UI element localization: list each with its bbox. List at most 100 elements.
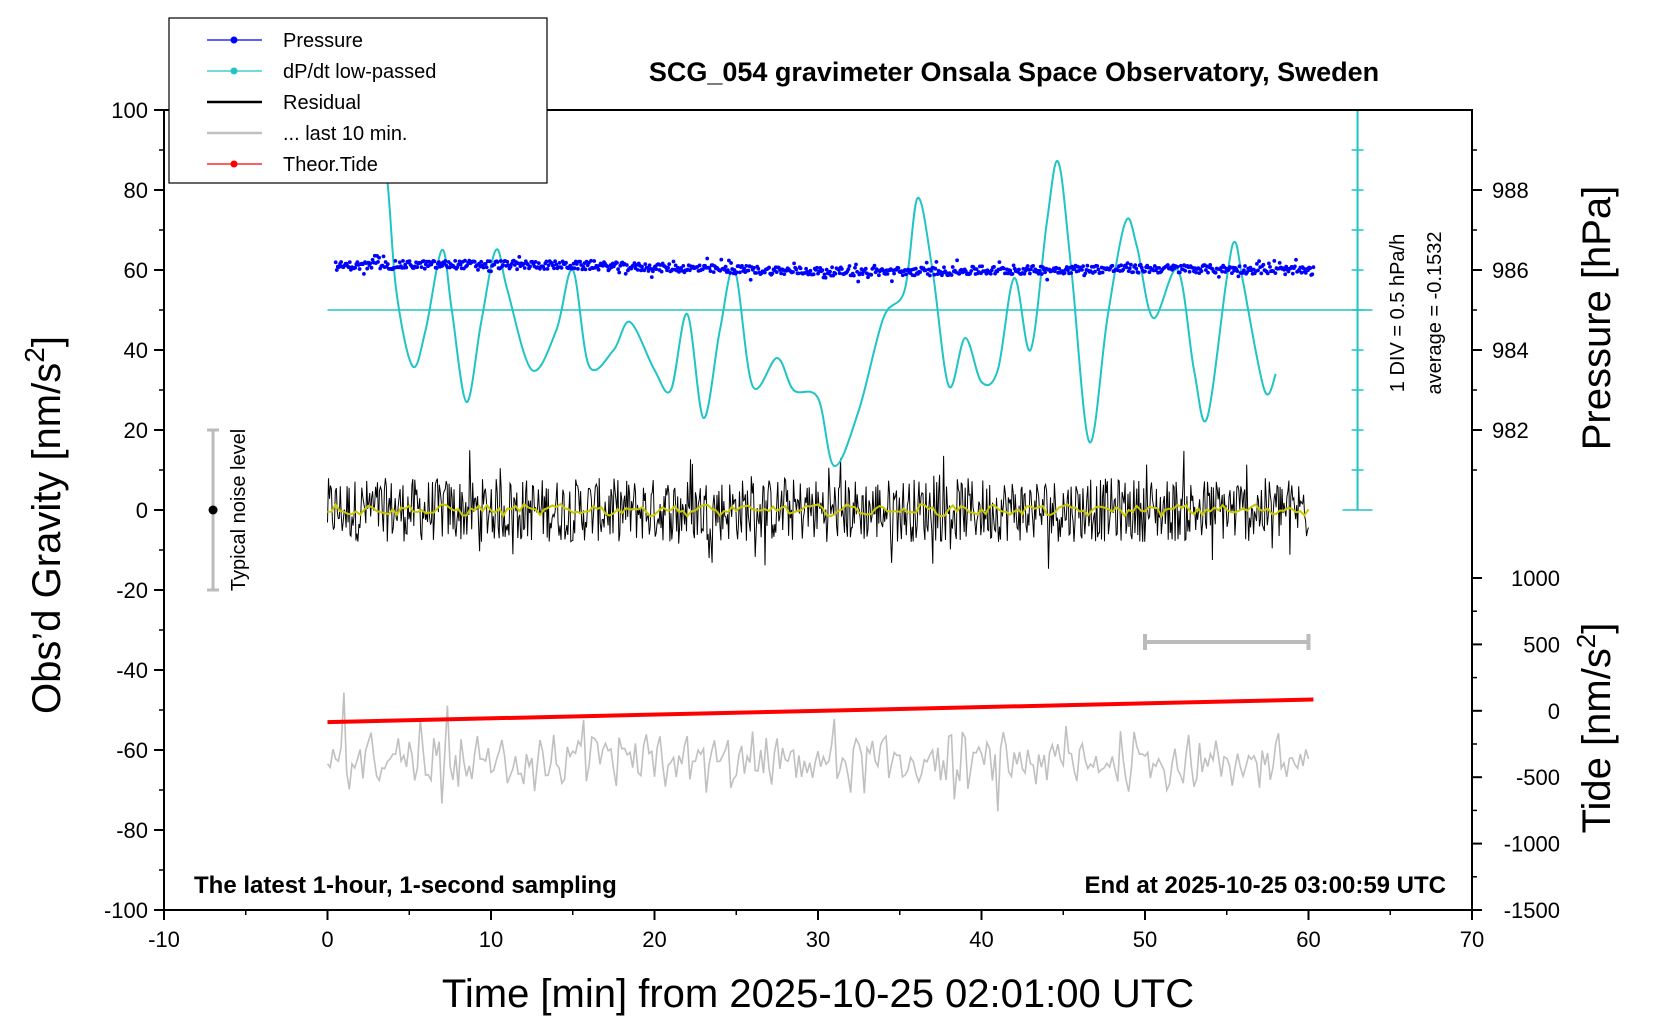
pressure-point (1175, 265, 1180, 269)
pressure-point (767, 265, 771, 270)
pressure-point (640, 264, 644, 269)
pressure-point (869, 272, 874, 277)
pressure-point (357, 267, 362, 271)
pressure-point (992, 265, 996, 269)
pressure-point (1243, 264, 1247, 268)
pressure-point (737, 270, 742, 275)
residual-smoothed-line (327, 502, 1310, 519)
y-tick-label: -80 (116, 818, 148, 843)
pressure-point (823, 275, 828, 280)
pressure-point (542, 267, 547, 271)
pressure-point (687, 268, 692, 273)
pressure-point (1261, 262, 1266, 267)
pressure-tick-label: 988 (1492, 178, 1529, 203)
pressure-point (1277, 261, 1282, 265)
pressure-point (1230, 271, 1234, 275)
pressure-point (576, 267, 580, 271)
pressure-point (517, 255, 522, 259)
legend-label: dP/dt low-passed (283, 61, 436, 83)
chart-axes: -10 0 10 20 30 40 50 60 70100806040200-20-40-60-… (104, 98, 1560, 952)
pressure-point (708, 269, 713, 273)
pressure-point (1039, 272, 1044, 276)
pressure-point (1183, 268, 1188, 273)
pressure-point (381, 254, 386, 259)
pressure-point (744, 264, 749, 268)
noise-level-label: Typical noise level (228, 429, 250, 591)
pressure-point (792, 261, 796, 266)
y-tick-label: 40 (124, 338, 148, 363)
x-tick-label: 20 (642, 927, 666, 952)
pressure-point (1293, 264, 1297, 269)
pressure-point (673, 263, 678, 268)
pressure-point (419, 265, 424, 269)
pressure-point (1208, 263, 1213, 267)
pressure-point (605, 264, 610, 269)
pressure-point (762, 270, 767, 275)
y-axis-title-left: Obs’d Gravity [nm/s2] (19, 336, 69, 714)
pressure-point (969, 269, 974, 273)
pressure-point (347, 260, 352, 264)
pressure-point (1008, 268, 1013, 273)
x-axis-title: Time [min] from 2025-10-25 02:01:00 UTC (442, 972, 1194, 1016)
pressure-point (701, 267, 705, 272)
pressure-point (997, 260, 1002, 264)
pressure-point (624, 263, 629, 267)
pressure-point (1301, 266, 1306, 271)
pressure-point (957, 272, 962, 276)
pressure-point (728, 271, 732, 275)
pressure-point (1199, 269, 1204, 273)
pressure-point (808, 268, 813, 273)
pressure-point (840, 267, 844, 271)
pressure-point (649, 275, 654, 279)
dpdt-average-label: average = -0.1532 (1424, 232, 1446, 395)
pressure-point (654, 267, 659, 271)
pressure-point (707, 266, 712, 270)
pressure-point (583, 267, 588, 272)
pressure-point (1311, 265, 1316, 270)
pressure-point (495, 260, 500, 264)
legend-label: Theor.Tide (283, 154, 378, 176)
pressure-point (896, 266, 901, 270)
pressure-point (554, 262, 559, 267)
pressure-point (853, 265, 857, 270)
pressure-point (1125, 261, 1130, 265)
pressure-point (815, 265, 819, 270)
pressure-point (1127, 266, 1132, 271)
pressure-point (1017, 267, 1021, 272)
pressure-point (1001, 266, 1006, 271)
pressure-point (855, 269, 859, 274)
pressure-point (804, 266, 808, 271)
pressure-point (617, 270, 622, 275)
y-tick-label: 80 (124, 178, 148, 203)
pressure-point (533, 260, 538, 264)
pressure-point (794, 267, 799, 272)
pressure-point (974, 267, 979, 271)
chart-series (207, 109, 1373, 812)
y-axis-title-left-end: ] (25, 336, 69, 347)
pressure-point (923, 268, 928, 273)
pressure-point (397, 260, 402, 265)
pressure-point (1217, 275, 1221, 279)
pressure-point (824, 267, 829, 272)
pressure-point (1294, 257, 1298, 262)
pressure-point (1236, 274, 1241, 279)
legend-swatch-marker (230, 67, 238, 75)
pressure-point (596, 267, 601, 272)
y-axis-title-tide-sup: 2 (1571, 634, 1601, 648)
pressure-point (1100, 270, 1105, 275)
pressure-point (415, 265, 420, 270)
pressure-point (1256, 268, 1260, 273)
pressure-point (1308, 266, 1312, 271)
pressure-point (333, 260, 338, 265)
pressure-point (742, 266, 746, 271)
legend-label: ... last 10 min. (283, 123, 408, 145)
pressure-point (1119, 263, 1123, 268)
pressure-point (1037, 269, 1042, 273)
pressure-point (1282, 267, 1286, 272)
y-tick-label: 0 (136, 498, 148, 523)
pressure-point (443, 259, 448, 263)
pressure-point (782, 272, 787, 276)
pressure-point (489, 269, 493, 274)
dpdt-line (364, 110, 1277, 467)
pressure-point (365, 266, 370, 271)
